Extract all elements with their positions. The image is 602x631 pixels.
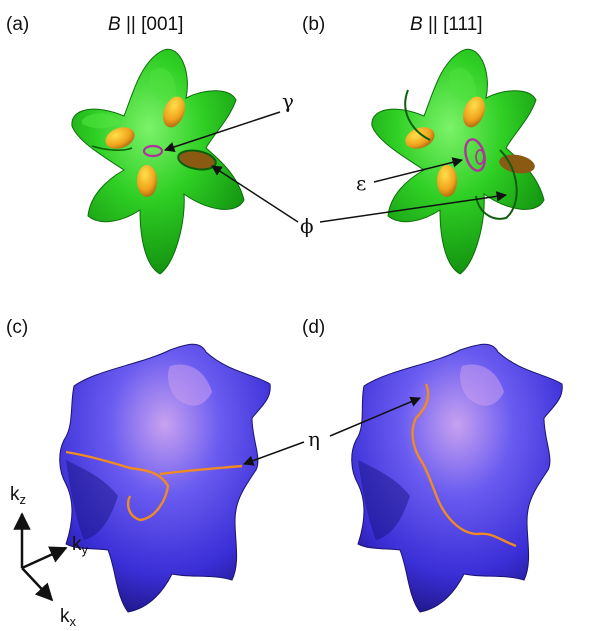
eta-label: η xyxy=(308,427,320,451)
kx-sub: x xyxy=(70,614,77,629)
panel-label-c: (c) xyxy=(6,317,28,338)
ky-sub: y xyxy=(82,542,89,557)
field-direction-b: || [111] xyxy=(423,14,483,35)
pocket-a-4 xyxy=(179,150,215,170)
eta-arrow-c xyxy=(243,441,305,466)
gamma-orbit-a xyxy=(142,144,164,158)
blue-surface-d xyxy=(351,343,563,613)
panel-label-a: (a) xyxy=(6,14,29,35)
green-lobe-top-a xyxy=(150,68,177,102)
fermi-surface-d xyxy=(351,343,563,613)
phi-label: ϕ xyxy=(300,214,314,238)
ky-k: k xyxy=(72,534,82,555)
panel-label-d: (d) xyxy=(302,317,325,338)
phi-arrow-b xyxy=(319,191,508,223)
pocket-b-3 xyxy=(437,165,457,197)
ky-axis xyxy=(21,546,68,570)
gamma-arrow xyxy=(164,111,281,153)
epsilon-orbit-inner-b xyxy=(475,149,485,165)
panel-label-b: (b) xyxy=(302,14,325,35)
eta-arrow-d xyxy=(329,396,421,437)
fermi-surface-c xyxy=(59,343,271,613)
kz-k: k xyxy=(10,484,20,505)
pocket-a-2 xyxy=(163,96,185,128)
pocket-b-1 xyxy=(405,127,435,149)
fermi-surface-a xyxy=(71,48,245,275)
ky-label: ky xyxy=(72,534,89,557)
gamma-label: γ xyxy=(282,89,294,113)
kx-label: kx xyxy=(60,606,77,629)
field-symbol-b: B xyxy=(410,14,423,35)
eta-orbit-d xyxy=(411,383,517,548)
phi-orbit-b xyxy=(404,89,518,220)
pocket-b-2 xyxy=(463,96,485,128)
epsilon-arrow xyxy=(373,157,464,183)
k-axes: kz ky kx xyxy=(10,484,89,629)
green-surface-a xyxy=(71,48,245,275)
phi-orbit-a xyxy=(177,149,217,171)
pocket-a-1 xyxy=(105,127,135,149)
phi-arrow-a xyxy=(211,165,299,223)
field-title-b: B || [111] xyxy=(410,14,483,35)
green-lobe-left-a xyxy=(82,113,120,129)
field-symbol-a: B xyxy=(108,14,121,35)
field-direction-a: || [001] xyxy=(121,14,184,35)
blue-highlight-c xyxy=(168,364,212,406)
blue-surface-c xyxy=(59,343,271,613)
epsilon-label: ε xyxy=(356,171,366,195)
eta-orbit-c xyxy=(65,450,243,522)
kz-sub: z xyxy=(20,492,27,507)
green-lobe-top-b xyxy=(450,68,477,102)
kz-label: kz xyxy=(10,484,26,507)
kx-k: k xyxy=(60,606,70,627)
kx-axis xyxy=(21,567,54,602)
neck-orbit-a xyxy=(91,145,133,151)
pocket-a-3 xyxy=(137,165,157,197)
blue-shadow-d xyxy=(358,460,410,540)
blue-shadow-c xyxy=(66,460,118,540)
blue-highlight-d xyxy=(460,364,504,406)
field-title-a: B || [001] xyxy=(108,14,183,35)
